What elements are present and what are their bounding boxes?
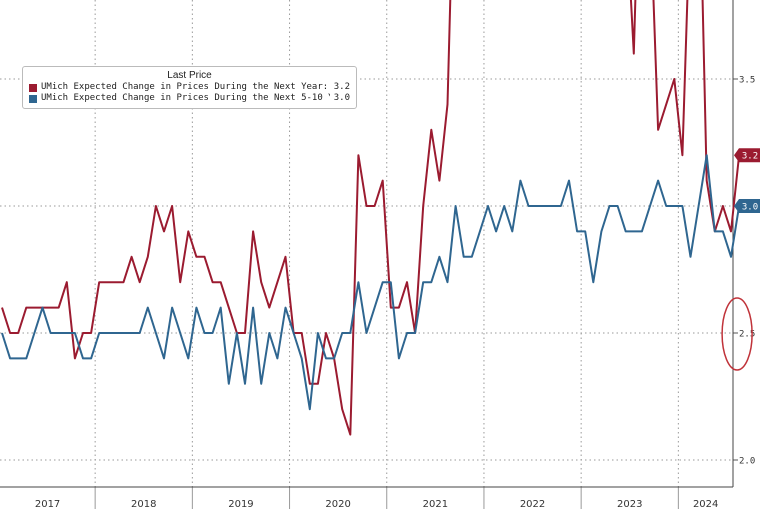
legend-label-1y: UMich Expected Change in Prices During t… [41,82,330,92]
last-value-tag-bg [734,199,760,213]
x-tick-label: 2017 [35,499,60,510]
y-tick-label: 3.5 [739,76,755,86]
last-value-tag-1y: 3.2 [734,148,760,163]
last-value-tag-5-10y: 3.0 [734,199,760,213]
legend-swatch-5-10y [29,94,37,103]
legend: Last Price UMich Expected Change in Pric… [22,66,357,109]
series-line-1y [1,0,741,436]
legend-item-5-10y: UMich Expected Change in Prices During t… [29,93,350,104]
x-tick-label: 2022 [520,499,545,510]
legend-item-1y: UMich Expected Change in Prices During t… [29,82,350,93]
y-tick-label: 2.0 [739,457,755,467]
x-tick-label: 2023 [617,499,642,510]
legend-value-1y: 3.2 [333,82,350,92]
x-tick-label: 2019 [228,499,253,510]
legend-header: Last Price [167,70,212,81]
last-value-tag-bg [734,148,760,163]
highlight-circle [721,297,753,371]
legend-value-5-10y: 3.0 [333,93,350,103]
series-line-5-10y [1,154,741,411]
x-tick-label: 2024 [693,499,718,510]
x-tick-label: 2021 [423,499,448,510]
x-tick-label: 2018 [131,499,156,510]
x-tick-label: 2020 [325,499,350,510]
y-tick-label: 2.5 [739,330,755,340]
last-value-tag-label: 3.0 [742,203,758,213]
legend-label-5-10y: UMich Expected Change in Prices During t… [41,93,330,103]
last-value-tag-label: 3.2 [742,152,758,162]
legend-swatch-1y [29,83,37,92]
